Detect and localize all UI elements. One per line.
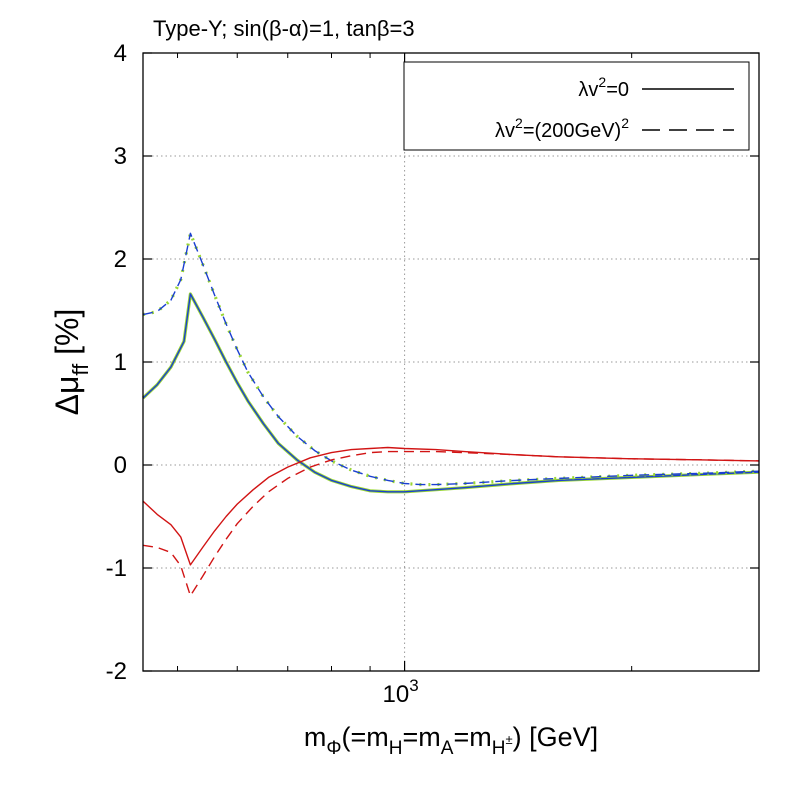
series-group xyxy=(141,231,760,597)
x-axis-label: mΦ(=mH=mA=mH±) [GeV] xyxy=(304,722,598,759)
x-tick-label: 103 xyxy=(383,676,419,708)
legend-label-1: λv2=0 xyxy=(578,74,629,101)
y-tick-label: 1 xyxy=(114,349,127,376)
series-0-line xyxy=(142,293,760,493)
series-1-overlay xyxy=(142,231,760,487)
legend: λv2=0 λv2=(200GeV)2 xyxy=(403,61,750,151)
y-tick-label: 2 xyxy=(114,246,127,273)
y-tick-label: 0 xyxy=(114,452,127,479)
chart-title: Type-Y; sin(β-α)=1, tanβ=3 xyxy=(153,16,415,41)
series-0-overlay xyxy=(141,292,760,494)
series-1-line xyxy=(142,232,760,486)
series-2-line xyxy=(142,446,760,566)
y-axis-label: Δμff [%] xyxy=(49,309,93,416)
y-tick-label: -2 xyxy=(106,658,127,685)
legend-label-2: λv2=(200GeV)2 xyxy=(495,115,629,142)
y-tick-label: -1 xyxy=(106,555,127,582)
y-tick-label: 4 xyxy=(114,40,127,67)
grid xyxy=(143,53,759,671)
legend-box xyxy=(403,61,750,151)
series-3-line xyxy=(142,450,760,597)
y-tick-label: 3 xyxy=(114,143,127,170)
tick-group: -2 -1 0 1 2 3 4 103 xyxy=(106,40,759,708)
